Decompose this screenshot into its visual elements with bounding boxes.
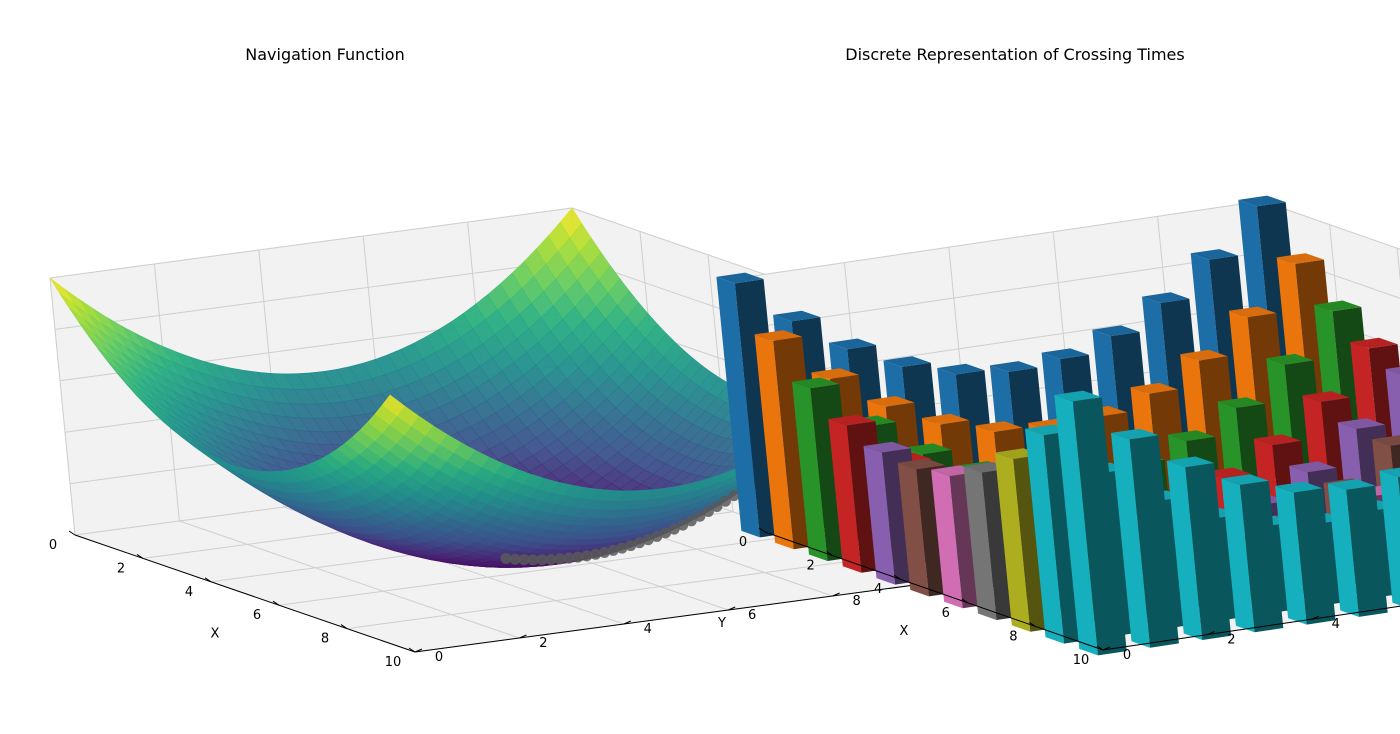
path-point <box>616 542 628 554</box>
bars-x-tick-label: 4 <box>874 582 882 597</box>
nav-y-axis-line <box>414 581 938 653</box>
nav-y-tick-label: 8 <box>852 594 860 609</box>
nav-x-axis-line <box>74 534 416 653</box>
bar <box>1379 467 1400 606</box>
path-point <box>509 553 521 565</box>
path-point <box>527 554 539 566</box>
path-point <box>728 490 740 502</box>
bar <box>1221 474 1284 633</box>
path-point <box>625 540 637 552</box>
nav-y-tick-label: 4 <box>644 622 652 637</box>
crossing-times-bar-plot: 0246810024681001020304050XYCrossing Time… <box>716 45 1400 668</box>
path-point <box>633 537 645 549</box>
nav-x-tick-label: 6 <box>253 608 261 623</box>
path-point <box>694 510 706 522</box>
nav-y-tick-label: 0 <box>435 650 443 665</box>
path-point <box>685 515 697 527</box>
path-point <box>659 527 671 539</box>
nav-y-axis-label: Y <box>717 616 726 631</box>
path-point <box>607 544 619 556</box>
path-point <box>554 553 566 565</box>
nav-x-tick-label: 0 <box>49 538 57 553</box>
path-point <box>642 534 654 546</box>
path-point <box>500 553 512 564</box>
path-point <box>598 546 610 558</box>
bars-y-tick-label: 2 <box>1227 633 1235 648</box>
nav-x-tick-label: 10 <box>385 655 402 670</box>
nav-x-tick-label: 8 <box>321 632 329 647</box>
bars <box>716 195 1400 656</box>
nav-x-tick-label: 2 <box>117 561 125 576</box>
chart-title-crossing-times: Discrete Representation of Crossing Time… <box>845 45 1184 64</box>
path-point <box>572 551 584 563</box>
bar <box>1054 390 1127 656</box>
bars-y-axis-line <box>1102 605 1400 651</box>
bar <box>1275 481 1336 625</box>
bars-x-tick-label: 0 <box>739 535 747 550</box>
bars-x-tick-label: 2 <box>806 559 814 574</box>
path-point <box>651 530 663 542</box>
path-point <box>518 554 530 566</box>
bar <box>1111 428 1179 648</box>
chart-title-navigation: Navigation Function <box>245 45 404 64</box>
bars-x-axis-label: X <box>900 624 909 639</box>
bar <box>1327 479 1388 617</box>
nav-x-tick-label: 4 <box>185 585 193 600</box>
path-point <box>719 495 731 507</box>
bars-x-tick-label: 8 <box>1009 629 1017 644</box>
bars-y-tick-label: 4 <box>1332 617 1340 632</box>
path-point <box>581 550 593 562</box>
path-point <box>545 553 557 565</box>
path-point <box>711 500 723 512</box>
path-point <box>668 523 680 535</box>
bars-x-tick-label: 6 <box>942 606 950 621</box>
path-point <box>536 554 548 566</box>
path-point <box>590 548 602 560</box>
bars-x-tick-label: 10 <box>1073 653 1090 668</box>
nav-y-tick-label: 6 <box>748 608 756 623</box>
bar <box>1166 456 1232 640</box>
bars-x-axis-line <box>764 531 1104 651</box>
path-point <box>702 505 714 517</box>
nav-x-axis-label: X <box>211 627 220 642</box>
bars-y-tick-label: 0 <box>1123 648 1131 663</box>
nav-y-tick-label: 2 <box>539 636 547 651</box>
path-point <box>677 519 689 531</box>
path-point <box>563 552 575 564</box>
